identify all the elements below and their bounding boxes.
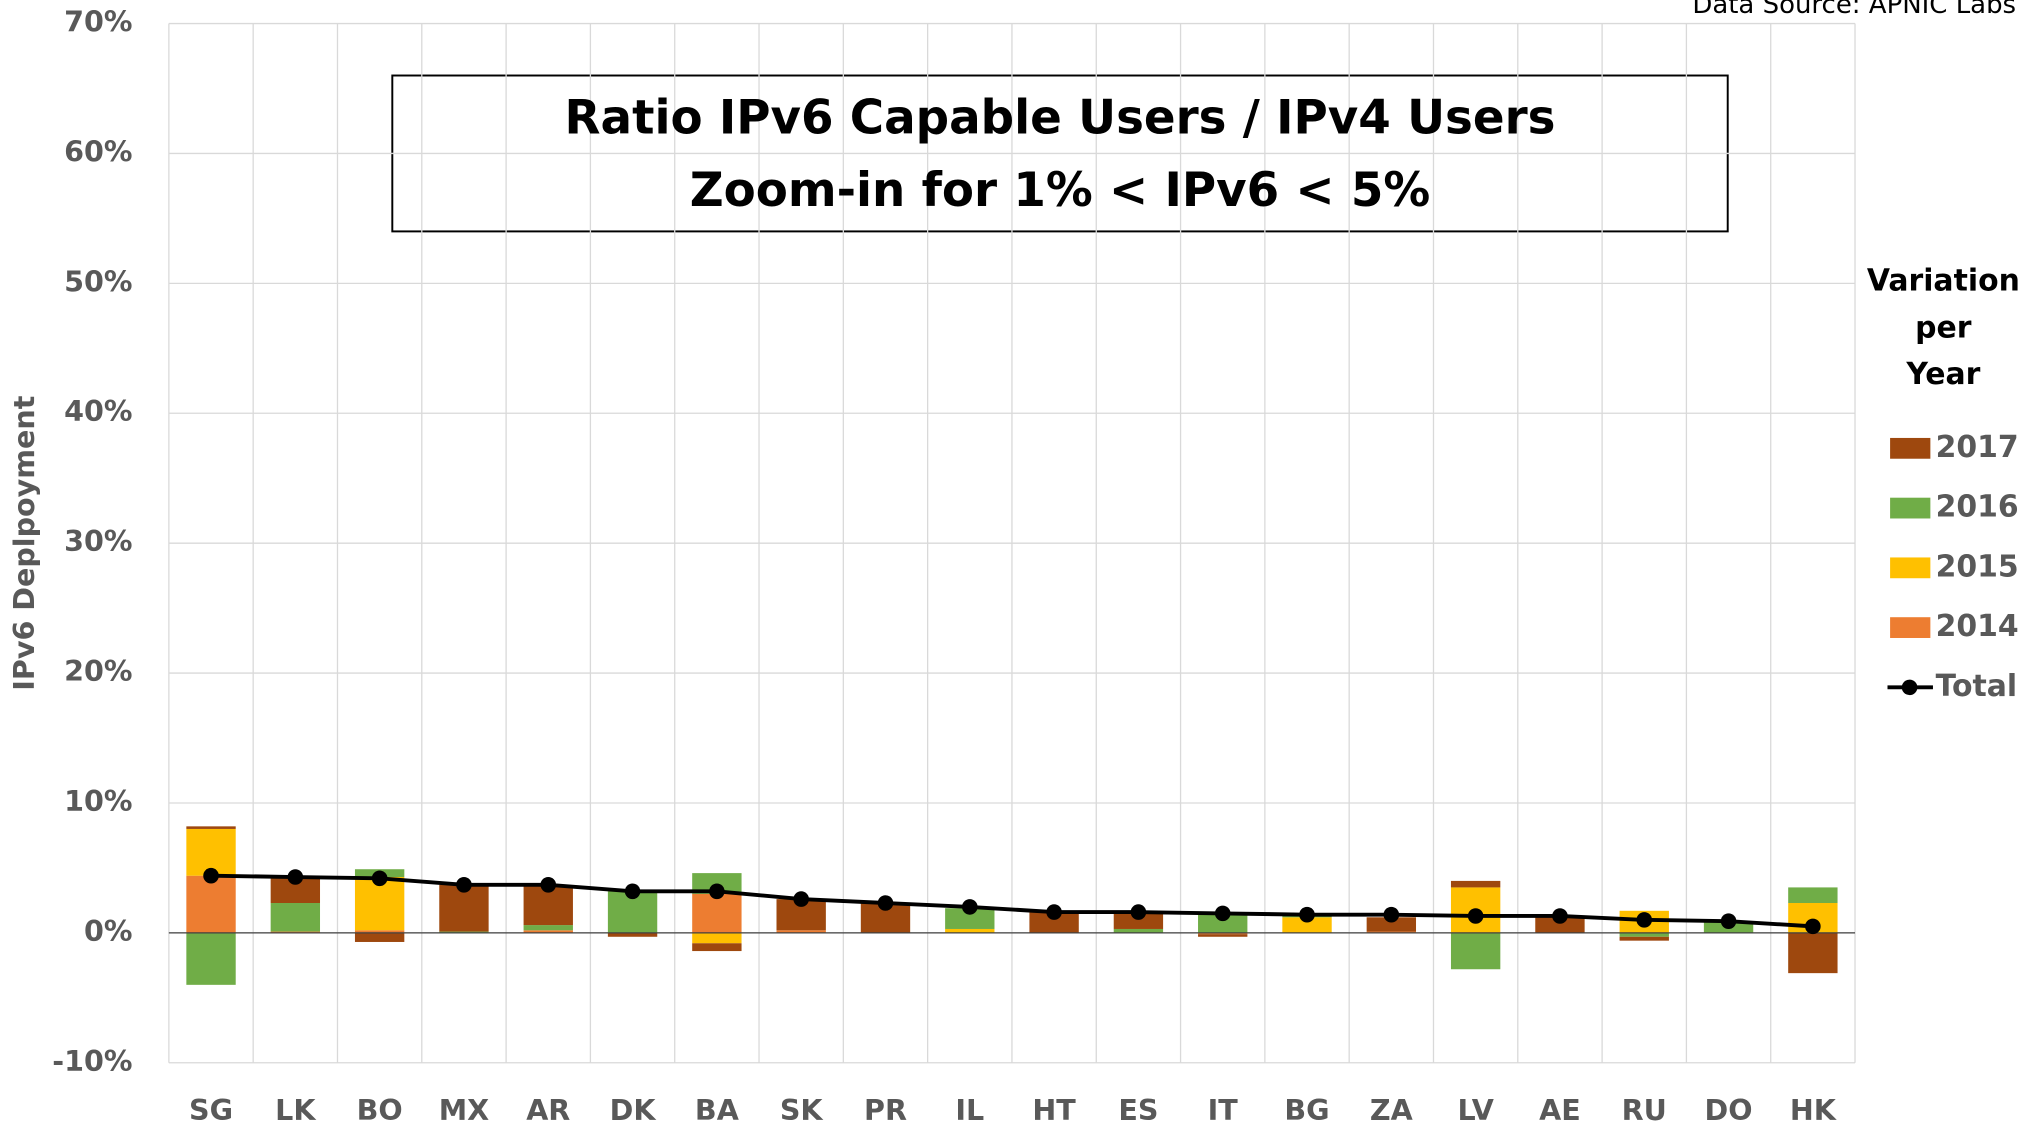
total-marker — [287, 869, 304, 885]
y-tick-label: 50% — [64, 264, 132, 298]
total-marker — [540, 877, 557, 893]
bar-segment — [186, 875, 236, 933]
x-tick-label: SK — [780, 1093, 824, 1124]
y-tick-label: 60% — [64, 134, 132, 168]
total-marker — [1383, 906, 1400, 923]
bar-segment — [692, 893, 742, 933]
total-marker — [962, 899, 978, 915]
total-marker — [793, 891, 809, 907]
legend-label: 2015 — [1936, 549, 2019, 584]
x-tick-label: AR — [526, 1093, 570, 1124]
bar-segment — [1198, 934, 1248, 937]
total-marker — [1046, 904, 1062, 920]
bar-segment — [186, 826, 236, 829]
total-marker — [203, 867, 219, 884]
bar-segment — [354, 930, 405, 933]
bar-segment — [186, 932, 236, 985]
total-marker — [709, 883, 725, 900]
y-tick-label: 10% — [64, 784, 132, 818]
chart-title: Ratio IPv6 Capable Users / IPv4 Users — [565, 91, 1556, 145]
chart-title: Zoom-in for 1% < IPv6 < 5% — [690, 164, 1430, 218]
x-tick-label: DO — [1705, 1093, 1753, 1124]
x-tick-label: DK — [610, 1093, 657, 1124]
total-marker — [456, 877, 472, 893]
total-marker — [1214, 905, 1231, 922]
legend-label: 2014 — [1936, 609, 2019, 644]
legend-marker — [1901, 679, 1918, 696]
bar-segment — [692, 932, 742, 944]
total-marker — [624, 883, 641, 900]
x-tick-label: RU — [1622, 1093, 1667, 1124]
total-marker — [877, 895, 894, 911]
legend-swatch — [1890, 437, 1931, 459]
legend-title: Variation — [1867, 264, 2020, 299]
x-tick-label: ES — [1118, 1093, 1158, 1124]
x-tick-label: LK — [275, 1093, 316, 1124]
y-tick-label: 70% — [64, 5, 132, 39]
bar-segment — [523, 925, 573, 931]
bar-segment — [1366, 917, 1417, 932]
x-tick-label: MX — [439, 1093, 489, 1124]
legend-swatch — [1890, 497, 1931, 519]
bar-segment — [354, 932, 405, 942]
bar-segment — [523, 930, 573, 933]
bar-segment — [1282, 917, 1332, 933]
x-tick-label: BO — [357, 1093, 403, 1124]
total-marker — [1720, 913, 1737, 929]
x-tick-label: LV — [1457, 1093, 1493, 1124]
x-tick-label: BA — [695, 1093, 739, 1124]
bar-segment — [1788, 887, 1838, 903]
total-marker — [1552, 908, 1568, 924]
x-tick-label: SG — [189, 1093, 233, 1124]
bar-segment — [1198, 914, 1248, 933]
bar-segment — [1450, 932, 1501, 970]
bar-segment — [1450, 880, 1501, 888]
bar-segment — [1619, 936, 1669, 941]
legend-title: Year — [1905, 357, 1980, 392]
bar-segment — [1619, 932, 1669, 937]
x-tick-label: AE — [1539, 1093, 1581, 1124]
legend-swatch — [1890, 557, 1931, 579]
x-tick-label: IL — [955, 1093, 984, 1124]
y-tick-label: -10% — [52, 1044, 132, 1078]
y-tick-label: 30% — [64, 524, 132, 558]
x-tick-label: PR — [864, 1093, 907, 1124]
bar-segment — [1788, 932, 1838, 974]
x-tick-label: IT — [1208, 1093, 1239, 1124]
x-tick-label: ZA — [1370, 1093, 1413, 1124]
bar-segment — [1535, 917, 1585, 933]
total-marker — [1805, 918, 1821, 935]
bar-segment — [1113, 928, 1164, 933]
legend-label: Total — [1936, 669, 2018, 704]
bar-segment — [776, 930, 826, 933]
legend-label: 2016 — [1936, 490, 2019, 525]
x-tick-label: BG — [1284, 1093, 1329, 1124]
y-axis-label: IPv6 Deplpoyment — [7, 396, 41, 691]
source: Data Source: APNIC Labs — [1692, 0, 2016, 20]
legend-swatch — [1890, 617, 1931, 638]
bar-segment — [607, 932, 658, 937]
legend-label: 2017 — [1936, 430, 2019, 465]
total-marker — [1636, 912, 1653, 928]
x-tick-label: HT — [1032, 1093, 1076, 1124]
y-tick-label: 20% — [64, 654, 132, 688]
bar-segment — [1029, 912, 1079, 933]
x-tick-label: HK — [1790, 1093, 1837, 1124]
bar-segment — [1113, 912, 1164, 929]
bar-segment — [945, 928, 995, 933]
total-line — [210, 873, 1813, 929]
total-marker — [371, 870, 388, 887]
bar-segment — [692, 943, 742, 952]
total-marker — [1130, 904, 1147, 920]
y-tick-label: 0% — [84, 914, 132, 948]
y-tick-label: 40% — [64, 394, 132, 428]
bar-segment — [270, 902, 321, 932]
total-marker — [1467, 908, 1484, 924]
total-marker — [1299, 906, 1315, 923]
legend-title: per — [1915, 310, 1972, 345]
bar-segment — [945, 908, 995, 929]
